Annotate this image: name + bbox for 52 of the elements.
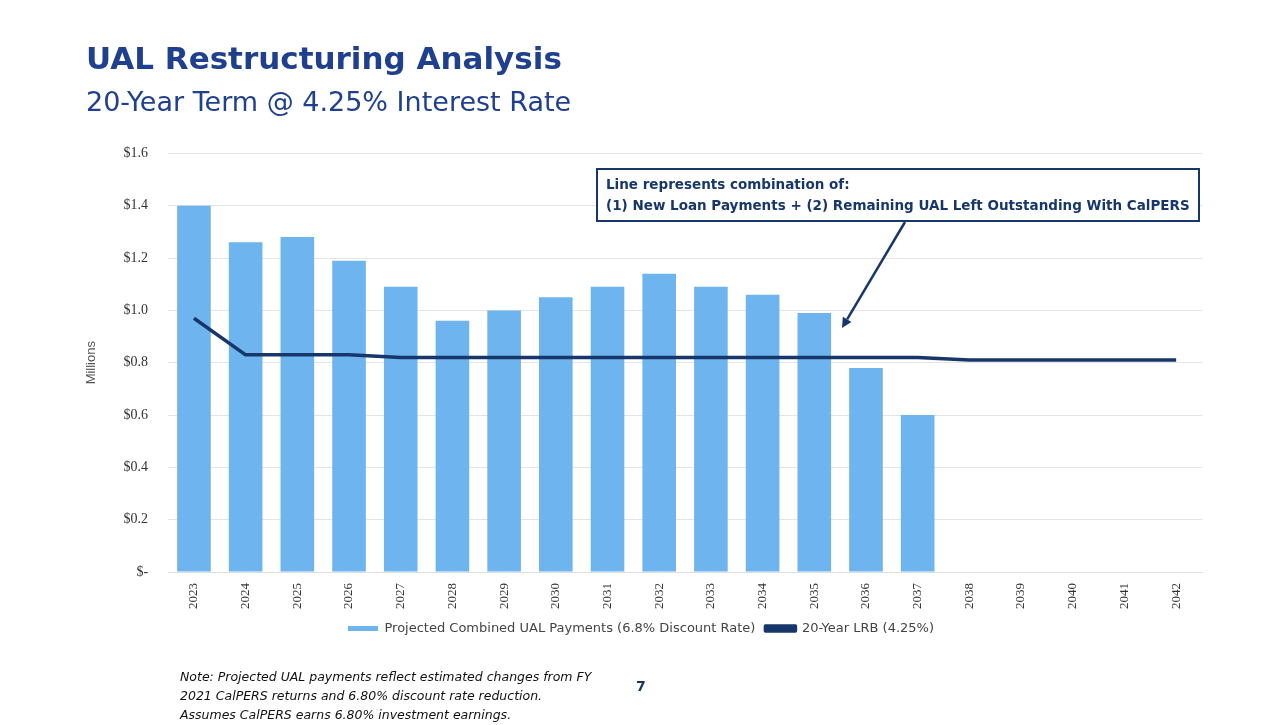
x-tick-label: 2031 <box>598 583 614 609</box>
bar <box>435 320 470 572</box>
y-axis-title: Millions <box>83 340 99 385</box>
y-tick-label: $1.2 <box>123 249 149 265</box>
text: 7 <box>636 678 646 694</box>
x-tick-label: 2026 <box>340 582 356 609</box>
x-tick-label: 2023 <box>185 583 201 609</box>
y-tick-label: $- <box>136 563 149 579</box>
y-tick-label: $0.6 <box>123 406 149 422</box>
x-tick-label: 2030 <box>547 583 563 609</box>
legend-label: Projected Combined UAL Payments (6.8% Discount Rate) <box>384 619 756 635</box>
bar <box>280 237 315 572</box>
x-tick-label: 2035 <box>805 583 821 609</box>
bar <box>383 286 418 572</box>
x-tick-label: 2038 <box>960 583 976 609</box>
y-tick-label: $0.2 <box>123 511 149 527</box>
bar <box>797 312 832 572</box>
x-tick-label: 2040 <box>1064 583 1080 609</box>
chart-subtitle: 20-Year Term @ 4.25% Interest Rate <box>86 86 572 117</box>
y-tick-label: $1.6 <box>123 145 149 161</box>
x-tick-label: 2027 <box>392 582 408 609</box>
x-tick-label: 2024 <box>237 582 253 609</box>
bar <box>900 415 935 572</box>
text: Note: Projected UAL payments reflect estimated changes from FY 2021 CalPERS returns and 6.80% discount rate reduction. Assumes CalPERS earns 6.80% investment earnings. <box>180 668 593 724</box>
legend-label: 20-Year LRB (4.25%) <box>801 619 935 635</box>
annotation: Line represents combination of: (1) New Loan Payments + (2) Remaining UAL Left Outstanding With CalPERS <box>596 168 1200 222</box>
bar <box>487 310 521 572</box>
y-tick-label: $1.4 <box>123 197 149 213</box>
bar <box>332 260 366 572</box>
bar <box>177 205 211 572</box>
x-tick-label: 2034 <box>754 582 770 609</box>
y-tick-label: $0.8 <box>123 354 149 370</box>
x-tick-label: 2029 <box>495 583 511 609</box>
bar <box>539 297 573 572</box>
chart-title: UAL Restructuring Analysis <box>86 40 562 76</box>
x-tick-label: 2036 <box>857 582 873 609</box>
y-tick-label: $1.0 <box>123 302 149 318</box>
x-tick-label: 2032 <box>650 583 666 609</box>
x-tick-label: 2042 <box>1167 583 1183 609</box>
y-tick-label: $0.4 <box>123 459 149 475</box>
bar <box>228 242 263 572</box>
x-tick-label: 2041 <box>1115 583 1131 609</box>
bar <box>642 273 676 572</box>
x-tick-label: 2025 <box>288 583 304 609</box>
bar <box>849 367 883 572</box>
x-tick-label: 2037 <box>909 582 925 609</box>
bar <box>745 294 780 572</box>
x-tick-label: 2028 <box>443 583 459 609</box>
x-tick-label: 2039 <box>1012 583 1028 609</box>
bar <box>590 286 625 572</box>
x-tick-label: 2033 <box>702 583 718 609</box>
bar <box>694 286 728 572</box>
